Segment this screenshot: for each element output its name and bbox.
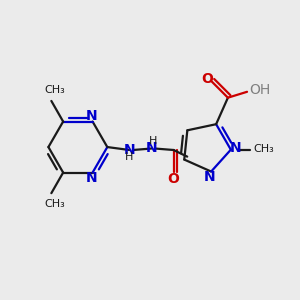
Text: N: N — [124, 143, 135, 157]
Text: O: O — [201, 72, 213, 86]
Text: CH₃: CH₃ — [253, 144, 274, 154]
Text: CH₃: CH₃ — [44, 199, 65, 209]
Text: O: O — [168, 172, 179, 186]
Text: H: H — [125, 152, 134, 162]
Text: N: N — [204, 170, 215, 184]
Text: OH: OH — [249, 83, 271, 97]
Text: N: N — [85, 171, 97, 185]
Text: N: N — [230, 141, 242, 155]
Text: H: H — [149, 136, 157, 146]
Text: N: N — [85, 109, 97, 123]
Text: CH₃: CH₃ — [44, 85, 65, 95]
Text: N: N — [146, 141, 157, 155]
